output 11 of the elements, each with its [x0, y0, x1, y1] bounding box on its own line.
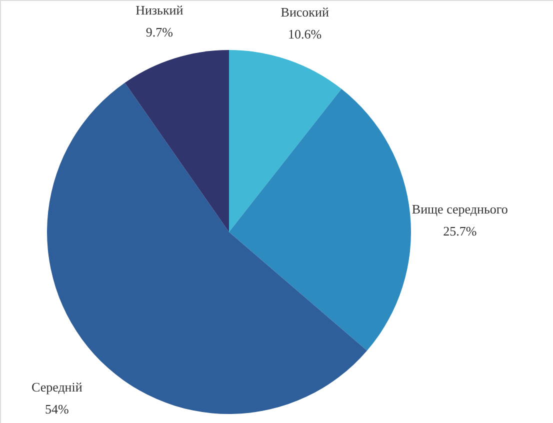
slice-label: Низький — [136, 2, 184, 18]
slice-label: Високий — [280, 4, 329, 20]
pie-slice — [229, 88, 411, 351]
data-label: 9.7% — [146, 24, 174, 40]
slice-label: Середній — [31, 380, 82, 395]
slice-label: Вище середнього — [412, 201, 508, 216]
pie-slice — [124, 50, 229, 232]
data-label: 10.6% — [288, 26, 322, 42]
data-label: 25.7% — [443, 223, 477, 238]
data-label: 54% — [44, 402, 69, 417]
pie-slice — [229, 50, 342, 232]
